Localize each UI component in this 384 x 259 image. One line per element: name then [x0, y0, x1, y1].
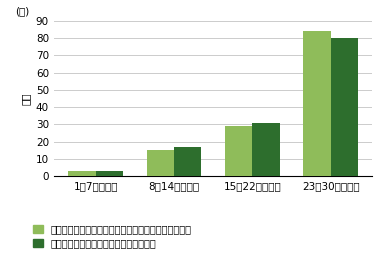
Bar — [96, 171, 123, 176]
Bar — [68, 171, 96, 176]
Bar — [174, 147, 201, 176]
Bar — [331, 38, 358, 176]
Bar — [147, 150, 174, 176]
Bar — [225, 126, 252, 176]
Legend: 意識してよく嘱むようになったと感じた保護者の人数, 嘱む力が上がったと感じた保護者の人数: 意識してよく嘱むようになったと感じた保護者の人数, 嘱む力が上がったと感じた保護… — [33, 225, 192, 248]
Bar — [303, 31, 331, 176]
Y-axis label: 人数: 人数 — [20, 92, 30, 105]
Bar — [252, 123, 280, 176]
Text: (人): (人) — [15, 6, 30, 16]
